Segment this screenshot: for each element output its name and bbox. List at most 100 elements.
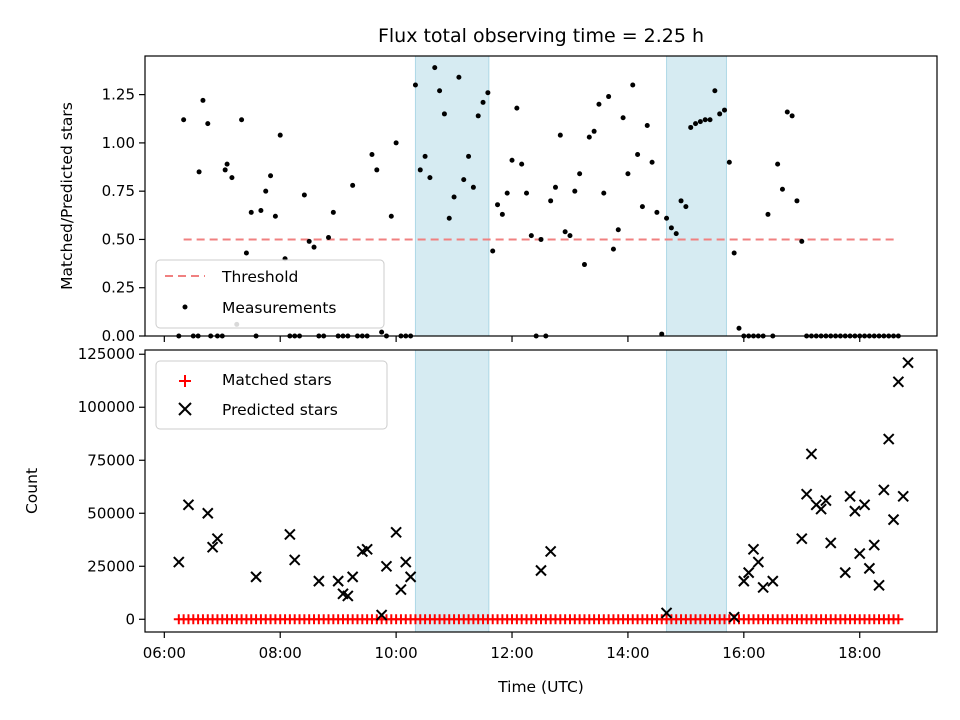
predicted-stars-point [182,499,195,511]
predicted-stars-point [800,488,813,500]
measurement-point [736,325,742,331]
measurement-point [794,198,800,204]
measurement-point [350,182,356,188]
measurement-point [461,177,467,183]
measurement-point [789,113,795,119]
measurement-point [495,202,501,208]
predicted-stars-point [796,532,808,545]
bottom-panel: 06:00 08:00 10:00 12:00 14:00 16:00 18:00 0 250… [23,345,938,696]
measurement-point [779,186,785,192]
measurement-point [538,236,544,242]
measurement-point [422,153,428,159]
predicted-stars-point [535,564,547,577]
measurement-point [432,65,438,71]
matched-stars-legend-label: Matched stars [222,371,332,389]
matched-stars-point [893,614,904,625]
measurement-point [683,204,689,210]
x-tick-label: 16:00 [722,644,765,662]
bottom-legend: Matched stars Predicted stars [155,360,388,430]
measurement-point [258,207,264,213]
measurement-point [630,82,636,88]
predicted-stars-legend-label: Predicted stars [222,401,338,419]
measurement-point [654,209,660,215]
predicted-stars-point [767,575,779,587]
y-tick-label: 0 [125,610,135,628]
matched-stars-legend-swatch [179,375,191,387]
predicted-stars-point [878,484,890,496]
predicted-stars-point [361,543,373,556]
measurement-point [263,188,269,194]
predicted-stars-point [660,607,673,619]
measurement-point [519,161,525,167]
bottom-axes-frame [144,349,938,633]
x-axis-label: Time (UTC) [497,678,584,696]
y-tick-label: 100000 [78,398,135,416]
predicted-stars-point [544,545,557,558]
top-legend: Threshold Measurements [155,259,385,329]
measurement-point [528,233,534,239]
measurement-point [268,173,274,179]
measurement-point [379,329,385,335]
measurement-point [441,111,447,117]
y-tick-label: 125000 [78,345,135,363]
measurement-point [524,190,530,196]
measurement-point [504,190,510,196]
shaded-interval [666,55,727,337]
measurement-point [205,121,211,127]
measurement-point [451,194,457,200]
measurement-point [470,184,476,190]
measurement-point [606,94,612,100]
measurement-point [222,167,228,173]
predicted-stars-point [897,490,909,503]
measurement-point [707,117,713,123]
measurement-point [639,204,645,210]
predicted-stars-point [825,537,837,549]
predicted-stars-point [288,554,301,566]
measurement-point [412,82,418,88]
x-tick-label: 18:00 [838,644,881,662]
predicted-stars-point [858,499,871,511]
measurement-point [601,190,607,196]
top-panel: 0.00 0.25 0.50 0.75 1.00 1.25 Matched/Predict… [58,55,938,345]
measurement-point [726,159,732,165]
predicted-stars-point [902,357,914,369]
measurement-point [722,107,728,113]
measurement-point [765,211,771,217]
predicted-stars-point [805,448,818,460]
measurement-point [635,151,641,157]
top-y-axis-label: Matched/Predicted stars [58,102,76,290]
measurement-point [248,209,254,215]
shaded-interval [666,349,727,633]
measurements-legend-swatch [182,304,188,310]
measurement-point [562,229,568,235]
measurement-point [181,117,187,123]
predicted-stars-point [375,609,388,621]
y-tick-label: 75000 [87,451,135,469]
predicted-stars-point [892,376,905,388]
predicted-stars-point [839,566,851,579]
predicted-stars-point [747,543,760,556]
bottom-plot-area [173,357,914,625]
top-axes-frame [144,55,938,337]
measurement-point [311,244,317,250]
measurement-point [374,167,380,173]
predicted-stars-point [313,575,325,587]
measurement-point [480,99,486,105]
y-tick-label: 1.00 [102,134,135,152]
threshold-legend-label: Threshold [221,268,298,286]
predicted-stars-point [742,566,755,579]
measurement-point [712,88,718,94]
predicted-stars-point [887,513,900,526]
y-tick-label: 1.25 [102,86,135,104]
predicted-stars-point [882,433,895,445]
y-tick-label: 25000 [87,557,135,575]
measurement-point [581,262,587,268]
predicted-stars-point [346,571,359,583]
x-tick-label: 06:00 [143,644,186,662]
measurement-point [272,213,278,219]
measurement-point [437,88,443,94]
measurement-point [229,175,235,181]
predicted-stars-point [752,556,765,568]
measurement-point [664,215,670,221]
predicted-stars-point [757,581,769,594]
